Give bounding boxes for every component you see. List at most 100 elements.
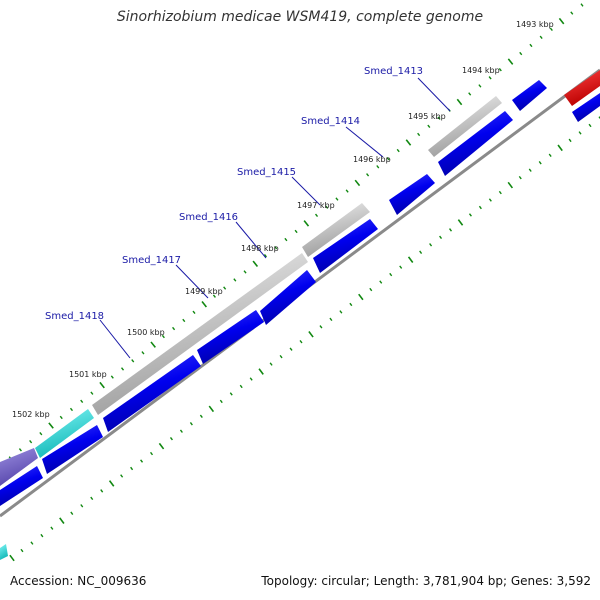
inner-tick-38	[389, 272, 393, 277]
outer-tick-23	[233, 278, 237, 282]
inner-tick-30	[308, 330, 314, 338]
inner-tick-44	[448, 228, 453, 232]
inner-tick-21	[219, 399, 223, 404]
gene-label-smed-1415[interactable]: Smed_1415	[237, 167, 296, 178]
gene-label-smed-1414[interactable]: Smed_1414	[301, 116, 360, 127]
leader-smed-1417	[175, 264, 209, 299]
cyan-feature-edge[interactable]	[0, 544, 8, 560]
forward-feature-smed-1413[interactable]	[428, 96, 502, 157]
inner-tick-24	[249, 377, 253, 381]
kbp-label-1502: 1502 kbp	[12, 410, 50, 419]
inner-tick-53	[538, 161, 542, 165]
outer-tick-48	[488, 76, 492, 80]
inner-tick-8	[90, 496, 94, 501]
inner-tick-32	[329, 317, 333, 322]
leader-smed-1416	[235, 221, 267, 259]
gene-label-smed-1417[interactable]: Smed_1417	[122, 255, 181, 266]
kbp-label-1494: 1494 kbp	[462, 66, 500, 75]
inner-tick-11	[120, 474, 124, 478]
kbp-label-1499: 1499 kbp	[185, 287, 223, 296]
outer-tick-28	[284, 237, 288, 242]
inner-tick-19	[199, 414, 203, 419]
gene-label-smed-1418[interactable]: Smed_1418	[45, 311, 104, 322]
inner-tick-34	[349, 302, 353, 307]
inner-tick-36	[369, 287, 373, 292]
outer-tick-51	[519, 51, 523, 56]
inner-tick-43	[439, 235, 443, 240]
cyan-feature[interactable]	[35, 409, 94, 458]
outer-tick-31	[314, 213, 319, 217]
genome-summary-text: Topology: circular; Length: 3,781,904 bp…	[261, 574, 591, 588]
inner-tick-6	[70, 511, 74, 515]
outer-tick-17	[172, 326, 176, 331]
outer-tick-50	[507, 58, 514, 65]
purple-feature[interactable]	[0, 448, 38, 486]
outer-tick-5	[48, 422, 54, 429]
outer-tick-20	[201, 301, 208, 308]
kbp-label-1496: 1496 kbp	[353, 155, 391, 164]
inner-tick-9	[100, 489, 104, 493]
inner-tick-17	[179, 429, 183, 433]
inner-tick-row	[9, 116, 600, 562]
kbp-label-1500: 1500 kbp	[127, 328, 165, 337]
inner-tick-0	[9, 554, 15, 562]
inner-tick-29	[299, 340, 303, 344]
outer-tick-4	[39, 431, 43, 436]
reverse-gene-6[interactable]	[197, 310, 264, 364]
kbp-label-1498: 1498 kbp	[241, 244, 279, 253]
reverse-gene-5[interactable]	[260, 270, 316, 325]
gene-label-smed-1416[interactable]: Smed_1416	[179, 212, 238, 223]
outer-tick-43	[437, 116, 441, 120]
outer-tick-57	[580, 3, 584, 7]
inner-tick-14	[150, 451, 154, 456]
outer-tick-54	[549, 27, 553, 31]
reverse-gene-7[interactable]	[103, 355, 201, 432]
outer-tick-36	[366, 173, 370, 177]
forward-feature-smed-1416[interactable]	[92, 253, 308, 415]
inner-tick-59	[598, 116, 600, 120]
inner-tick-54	[548, 153, 552, 157]
inner-tick-18	[189, 422, 193, 426]
outer-tick-46	[468, 92, 472, 96]
inner-tick-57	[578, 131, 582, 135]
outer-tick-39	[396, 148, 400, 153]
leader-lines	[99, 77, 451, 359]
inner-tick-7	[80, 504, 84, 508]
inner-tick-31	[319, 325, 323, 329]
inner-tick-56	[568, 138, 572, 143]
outer-tick-27	[274, 245, 278, 250]
outer-tick-37	[376, 165, 380, 169]
outer-tick-47	[478, 84, 482, 88]
inner-tick-27	[279, 354, 283, 359]
reverse-gene-9[interactable]	[0, 466, 43, 506]
inner-tick-25	[258, 368, 264, 375]
inner-tick-15	[158, 442, 165, 450]
outer-tick-19	[192, 310, 196, 315]
outer-tick-10	[99, 381, 105, 389]
reverse-gene-10[interactable]	[572, 93, 600, 122]
reverse-gene-2[interactable]	[438, 111, 513, 176]
outer-tick-42	[427, 124, 431, 129]
outer-tick-55	[558, 17, 565, 25]
reverse-gene-3[interactable]	[389, 174, 435, 215]
inner-tick-58	[588, 123, 592, 128]
inner-tick-35	[358, 293, 364, 301]
reverse-gene-8[interactable]	[42, 425, 103, 474]
inner-tick-50	[507, 181, 514, 189]
inner-tick-41	[419, 250, 423, 254]
inner-tick-42	[429, 243, 433, 247]
gene-label-smed-1413[interactable]: Smed_1413	[364, 66, 423, 77]
accession-text: Accession: NC_009636	[10, 574, 147, 588]
reverse-gene-1[interactable]	[512, 80, 547, 111]
forward-feature-smed-1415[interactable]	[302, 203, 370, 257]
outer-tick-12	[120, 367, 125, 371]
outer-tick-7	[69, 407, 74, 412]
red-feature[interactable]	[564, 70, 600, 106]
inner-tick-23	[239, 384, 243, 389]
inner-tick-52	[528, 168, 532, 172]
reverse-gene-4[interactable]	[313, 219, 378, 273]
outer-tick-9	[90, 391, 94, 395]
outer-tick-38	[386, 156, 390, 161]
inner-tick-20	[208, 405, 215, 413]
